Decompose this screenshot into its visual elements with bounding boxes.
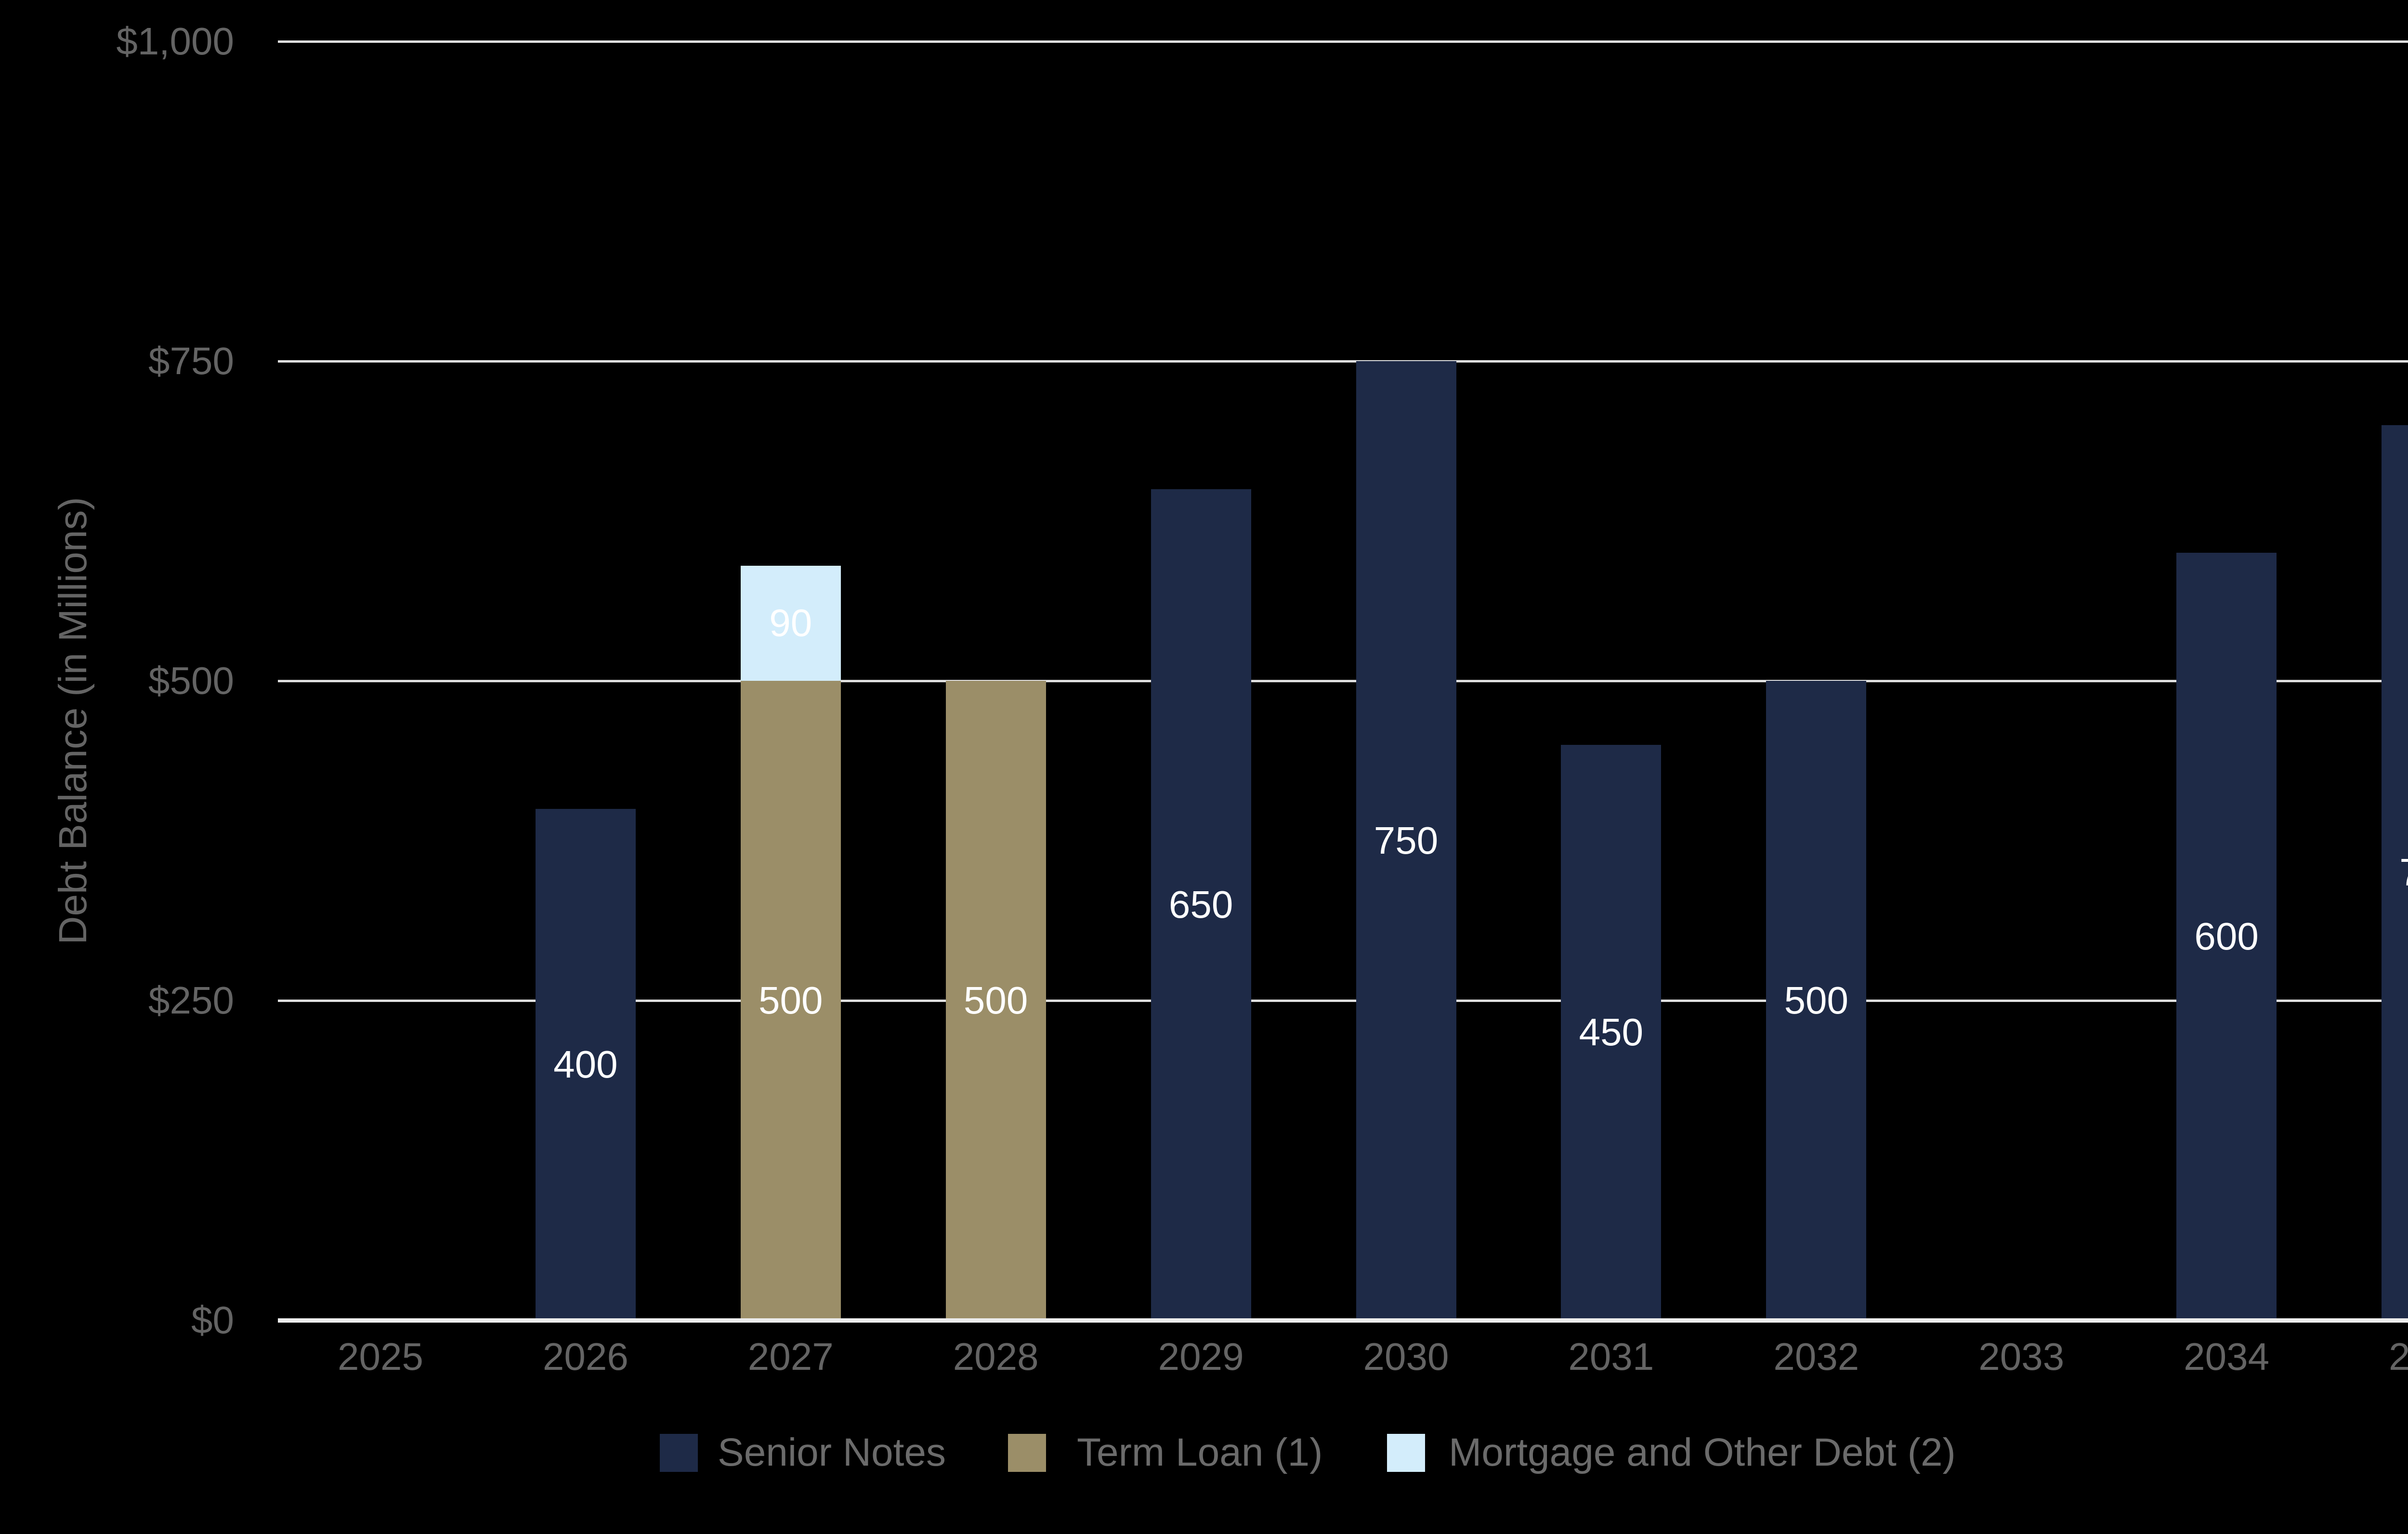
gridline-1-000 (278, 40, 2408, 43)
bar-value-label-2027-term-loan-1: 500 (759, 979, 823, 1022)
x-axis-line (278, 1318, 2408, 1323)
y-tick-label-500: $500 (148, 659, 234, 702)
bar-value-label-2027-mortgage-and-other-debt-2: 90 (769, 601, 812, 645)
bar-value-label-2034-senior-notes: 600 (2194, 915, 2259, 958)
x-tick-label-2035: 2035 (2389, 1335, 2408, 1378)
legend-swatch-senior-notes (660, 1434, 698, 1472)
bar-segment-2027-term-loan-1: 500 (740, 681, 841, 1320)
x-tick-label-2026: 2026 (542, 1335, 628, 1378)
bar-value-label-2030-senior-notes: 750 (1374, 819, 1439, 862)
bar-segment-2035-senior-notes: 700 (2382, 425, 2408, 1320)
legend-label-senior-notes: Senior Notes (718, 1430, 946, 1474)
y-tick-label-1-000: $1,000 (116, 20, 234, 63)
bar-value-label-2031-senior-notes: 450 (1579, 1011, 1644, 1054)
bar-value-label-2026-senior-notes: 400 (553, 1042, 618, 1086)
x-tick-label-2027: 2027 (747, 1335, 834, 1378)
bar-segment-2027-mortgage-and-other-debt-2: 90 (740, 565, 841, 681)
gridline-750 (278, 360, 2408, 363)
x-tick-label-2034: 2034 (2184, 1335, 2270, 1378)
bar-segment-2026-senior-notes: 400 (535, 808, 636, 1320)
x-tick-label-2030: 2030 (1363, 1335, 1449, 1378)
bar-value-label-2032-senior-notes: 500 (1784, 979, 1849, 1022)
gridline-500 (278, 679, 2408, 682)
bar-segment-2032-senior-notes: 500 (1766, 681, 1867, 1320)
legend-label-mortgage-and-other-debt-2: Mortgage and Other Debt (2) (1449, 1430, 1956, 1474)
gridline-250 (278, 999, 2408, 1002)
x-tick-label-2028: 2028 (953, 1335, 1039, 1378)
x-tick-label-2033: 2033 (1978, 1335, 2065, 1378)
bar-value-label-2028-term-loan-1: 500 (963, 979, 1028, 1022)
legend-label-term-loan-1: Term Loan (1) (1077, 1430, 1323, 1474)
bar-value-label-2035-senior-notes: 700 (2399, 853, 2408, 892)
bar-segment-2029-senior-notes: 650 (1151, 489, 1251, 1320)
legend-swatch-mortgage-and-other-debt-2 (1387, 1434, 1425, 1472)
bar-segment-2031-senior-notes: 450 (1561, 744, 1662, 1320)
bar-segment-2030-senior-notes: 750 (1356, 361, 1456, 1320)
y-tick-label-750: $750 (148, 339, 234, 382)
x-tick-label-2029: 2029 (1158, 1335, 1244, 1378)
y-tick-label-0: $0 (191, 1299, 234, 1341)
bar-segment-2028-term-loan-1: 500 (945, 681, 1046, 1320)
x-tick-label-2032: 2032 (1773, 1335, 1859, 1378)
y-axis-title: Debt Balance (in Millions) (51, 497, 95, 945)
bar-value-label-2029-senior-notes: 650 (1168, 883, 1233, 926)
x-tick-label-2031: 2031 (1568, 1335, 1654, 1378)
bar-segment-2034-senior-notes: 600 (2176, 553, 2277, 1320)
legend-swatch-term-loan-1 (1008, 1434, 1046, 1472)
y-tick-label-250: $250 (148, 979, 234, 1022)
x-tick-label-2025: 2025 (337, 1335, 423, 1378)
